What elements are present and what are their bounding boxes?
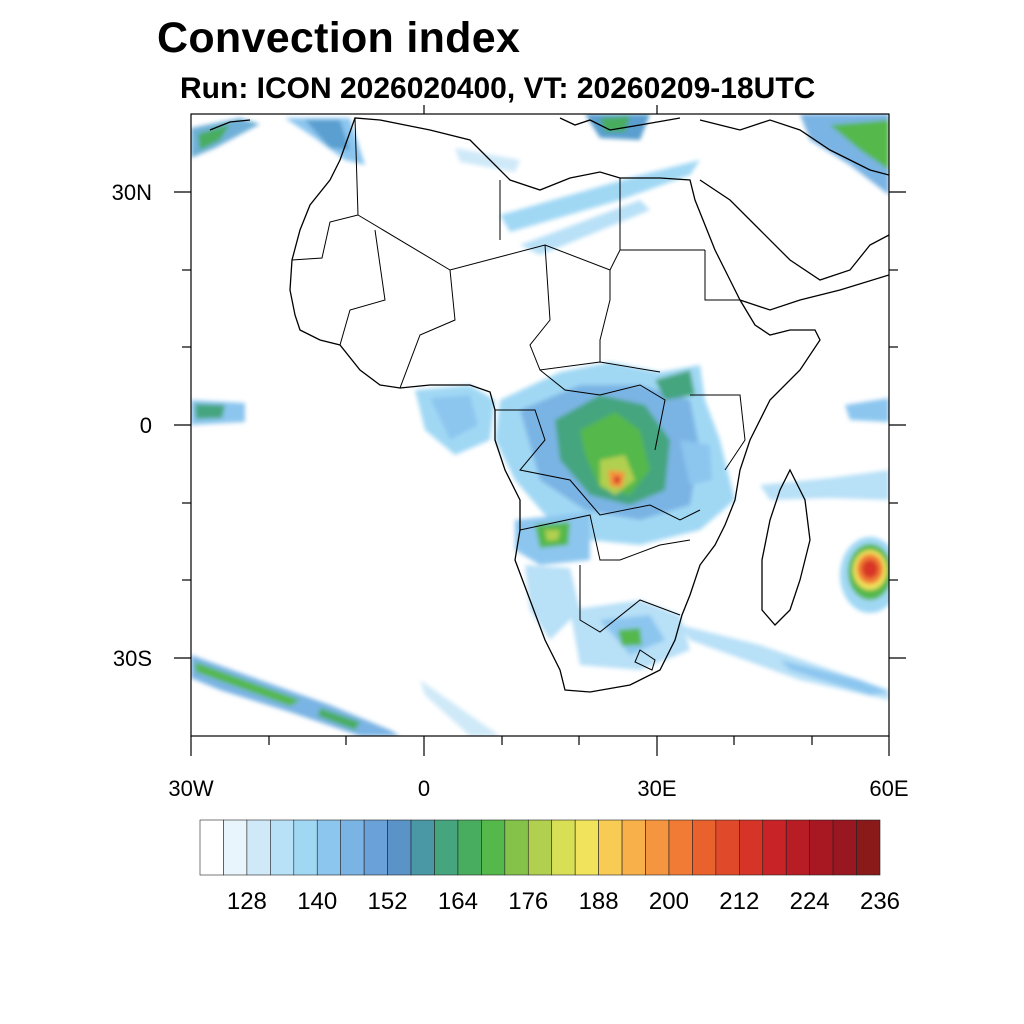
colorbar-swatch: [739, 819, 764, 876]
colorbar-swatch: [551, 819, 576, 876]
y-tick-label-0: 0: [139, 413, 152, 438]
colorbar-label: 224: [789, 888, 830, 915]
colorbar-label: 152: [367, 888, 408, 915]
convection-field: [191, 114, 889, 736]
colorbar-swatch: [527, 819, 553, 876]
colorbar-swatch: [199, 819, 224, 876]
colorbar-label: 128: [226, 888, 267, 915]
coastlines: [209, 117, 889, 693]
colorbar-swatch: [293, 819, 318, 876]
x-tick-label-30e: 30E: [637, 776, 677, 801]
colorbar-swatch: [621, 819, 646, 876]
colorbar-swatch: [504, 819, 529, 876]
colorbar-swatch: [340, 819, 365, 876]
colorbar-swatch: [434, 819, 459, 876]
colorbar-swatch: [270, 819, 295, 876]
map-area: [191, 114, 889, 736]
colorbar-label: 212: [719, 888, 760, 915]
colorbar-swatch: [574, 819, 599, 876]
colorbar-label: 164: [437, 888, 478, 915]
country-borders: [291, 117, 746, 671]
colorbar-swatch: [363, 819, 388, 876]
chart-title: Convection index: [157, 14, 521, 62]
colorbar-swatch: [410, 819, 435, 876]
colorbar-label: 200: [648, 888, 689, 915]
colorbar-label: 176: [508, 888, 549, 915]
colorbar-swatch: [316, 819, 341, 876]
colorbar-swatch: [598, 819, 623, 876]
colorbar-swatch: [668, 819, 693, 876]
chart-subtitle: Run: ICON 2026020400, VT: 20260209-18UTC: [180, 72, 816, 105]
colorbar-label: 236: [859, 888, 901, 915]
colorbar-swatch: [223, 819, 248, 876]
colorbar-swatch: [457, 819, 482, 876]
y-tick-label-30s: 30S: [112, 646, 152, 671]
colorbar-swatch: [762, 819, 787, 876]
colorbar-label: 140: [297, 888, 338, 915]
colorbar-swatch: [832, 819, 857, 876]
colorbar-swatch: [856, 819, 881, 876]
x-tick-label-30w: 30W: [168, 776, 214, 801]
axis-ticks: [174, 105, 906, 756]
colorbar-swatch: [246, 819, 271, 876]
colorbar-swatch: [692, 819, 717, 876]
colorbar: [199, 819, 881, 876]
x-tick-label-0: 0: [417, 776, 431, 801]
colorbar-label: 188: [578, 888, 619, 915]
colorbar-swatch: [785, 819, 810, 876]
y-tick-label-30n: 30N: [111, 180, 152, 205]
colorbar-swatch: [715, 819, 740, 876]
colorbar-swatch: [809, 819, 834, 876]
x-tick-label-60e: 60E: [869, 776, 909, 801]
colorbar-swatch: [481, 819, 506, 876]
colorbar-swatch: [645, 819, 670, 876]
colorbar-swatch: [387, 819, 412, 876]
